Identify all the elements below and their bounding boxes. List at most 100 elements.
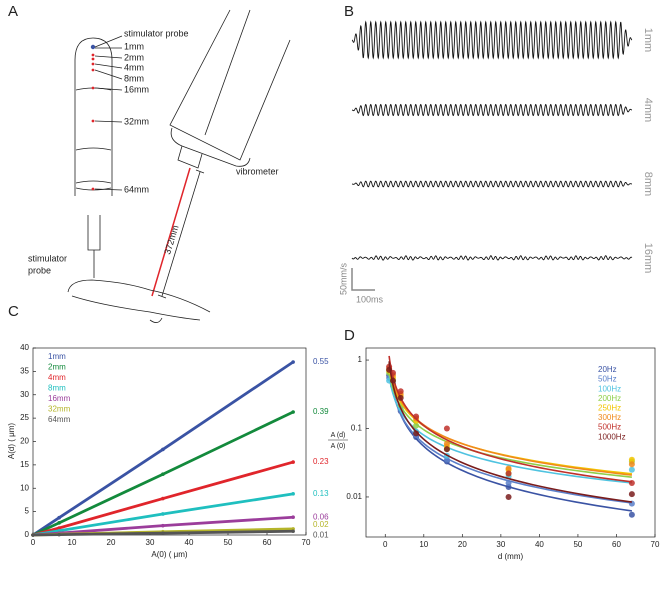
slope-label: 0.23 <box>313 457 329 466</box>
x-tick-label: 0 <box>383 540 388 549</box>
legend-entry: 50Hz <box>598 375 617 384</box>
trace <box>351 180 633 188</box>
legend-entry: 32mm <box>48 405 71 414</box>
data-point <box>628 466 635 473</box>
series-line <box>32 360 294 537</box>
data-point <box>57 532 61 537</box>
annotation: 372mm <box>162 224 180 256</box>
x-tick-label: 60 <box>612 540 621 549</box>
panel-label: B <box>344 3 354 20</box>
data-point <box>443 440 450 447</box>
x-tick-label: 30 <box>146 538 155 547</box>
x-tick-label: 20 <box>458 540 467 549</box>
annotation: vibrometer <box>236 166 279 176</box>
data-point <box>161 472 165 477</box>
data-point <box>413 422 420 429</box>
data-point <box>413 413 420 420</box>
x-tick-label: 70 <box>651 540 660 549</box>
y-tick-label: 1 <box>358 355 363 364</box>
legend-entry: 300Hz <box>598 413 621 422</box>
legend-entry: 4mm <box>48 373 66 382</box>
legend-entry: 2mm <box>48 363 66 372</box>
scale-label: 50mm/s <box>338 263 348 296</box>
data-point <box>161 447 165 452</box>
y-tick-label: 0.01 <box>346 492 362 501</box>
data-point <box>161 512 165 516</box>
panel-label: D <box>344 327 355 344</box>
legend-entry: 1000Hz <box>598 432 626 441</box>
data-point <box>505 465 512 472</box>
data-point <box>443 446 450 453</box>
data-point <box>505 493 512 500</box>
data-point <box>628 479 635 486</box>
legend-entry: 8mm <box>48 384 66 393</box>
finger-sketch <box>67 9 291 323</box>
trace <box>351 20 633 60</box>
y-tick-label: 35 <box>20 366 29 375</box>
data-point <box>291 515 295 520</box>
y-axis-label: A(d) ( μm) <box>7 423 16 459</box>
annotation: probe <box>28 265 51 275</box>
slope-label: 0.06 <box>313 512 329 521</box>
y-tick-label: 40 <box>20 343 29 352</box>
distance-label: 16mm <box>124 84 149 94</box>
trace <box>351 103 633 117</box>
fit-curve <box>388 366 632 475</box>
x-tick-label: 70 <box>302 538 311 547</box>
data-point <box>443 425 450 432</box>
distance-label: 32mm <box>124 116 149 126</box>
data-point <box>413 430 420 437</box>
y-tick-label: 5 <box>25 507 30 516</box>
x-tick-label: 10 <box>419 540 428 549</box>
x-tick-label: 40 <box>185 538 194 547</box>
x-tick-label: 40 <box>535 540 544 549</box>
x-tick-label: 50 <box>224 538 233 547</box>
legend-entry: 64mm <box>48 415 71 424</box>
x-tick-label: 60 <box>263 538 272 547</box>
slope-label: 0.55 <box>313 357 329 366</box>
x-axis-label: A(0) ( μm) <box>151 550 187 559</box>
series-line <box>32 529 294 537</box>
y-tick-label: 0 <box>25 530 30 539</box>
data-point <box>291 410 295 414</box>
y-axis-label: A (0) <box>331 443 346 450</box>
y-tick-label: 15 <box>20 460 29 469</box>
legend-entry: 20Hz <box>598 365 617 374</box>
series-line <box>32 410 294 537</box>
data-point <box>628 461 635 468</box>
data-point <box>505 479 512 486</box>
trace-label: 16mm <box>642 243 654 274</box>
data-point <box>161 523 165 528</box>
x-tick-label: 30 <box>496 540 505 549</box>
trace-label: 1mm <box>642 28 654 52</box>
data-point <box>291 360 295 364</box>
data-point <box>161 531 165 535</box>
x-axis-label: d (mm) <box>498 552 524 561</box>
slope-label: 0.01 <box>313 530 329 539</box>
data-point <box>397 394 404 401</box>
slope-label: 0.39 <box>313 407 329 416</box>
x-tick-label: 10 <box>68 538 77 547</box>
panel-b <box>351 268 375 291</box>
legend-entry: 100Hz <box>598 384 621 393</box>
fit-curve <box>388 355 632 483</box>
slope-label: 0.13 <box>313 489 329 498</box>
distance-label: 64mm <box>124 184 149 194</box>
plot-frame <box>365 347 656 538</box>
data-point <box>31 533 35 537</box>
trace-label: 8mm <box>642 172 654 196</box>
trace <box>351 255 633 261</box>
legend-entry: 1mm <box>48 352 66 361</box>
trace-label: 4mm <box>642 98 654 122</box>
data-point <box>57 521 61 525</box>
data-point <box>389 377 396 384</box>
fit-curve <box>388 362 632 476</box>
annotation: stimulator <box>28 253 67 263</box>
distance-label: 1mm <box>124 41 144 51</box>
scale-label: 100ms <box>356 294 384 304</box>
y-axis-label: A (d) <box>331 432 346 439</box>
data-point <box>57 526 61 530</box>
data-point <box>397 388 404 395</box>
data-point <box>291 529 295 534</box>
